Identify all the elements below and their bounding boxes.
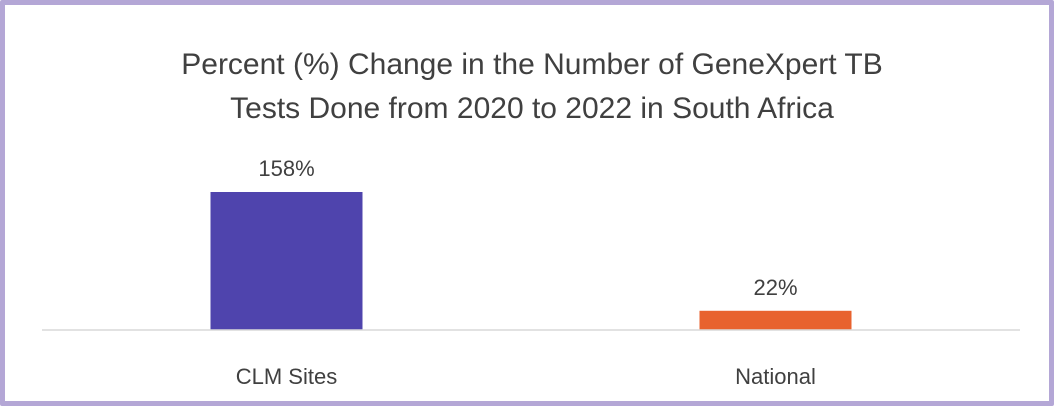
bar-clm-sites xyxy=(210,192,363,330)
data-label-national: 22% xyxy=(753,275,797,300)
chart-title: Percent (%) Change in the Number of Gene… xyxy=(5,43,1054,131)
chart-title-line-2: Tests Done from 2020 to 2022 in South Af… xyxy=(230,92,834,125)
category-label-clm-sites: CLM Sites xyxy=(236,364,337,389)
bar-national xyxy=(699,310,852,330)
chart-title-line-1: Percent (%) Change in the Number of Gene… xyxy=(181,48,883,81)
labels-layer: 158% CLM Sites 22% National xyxy=(236,156,816,389)
category-label-national: National xyxy=(735,364,816,389)
data-label-clm-sites: 158% xyxy=(258,156,314,181)
bars-layer xyxy=(210,192,852,330)
